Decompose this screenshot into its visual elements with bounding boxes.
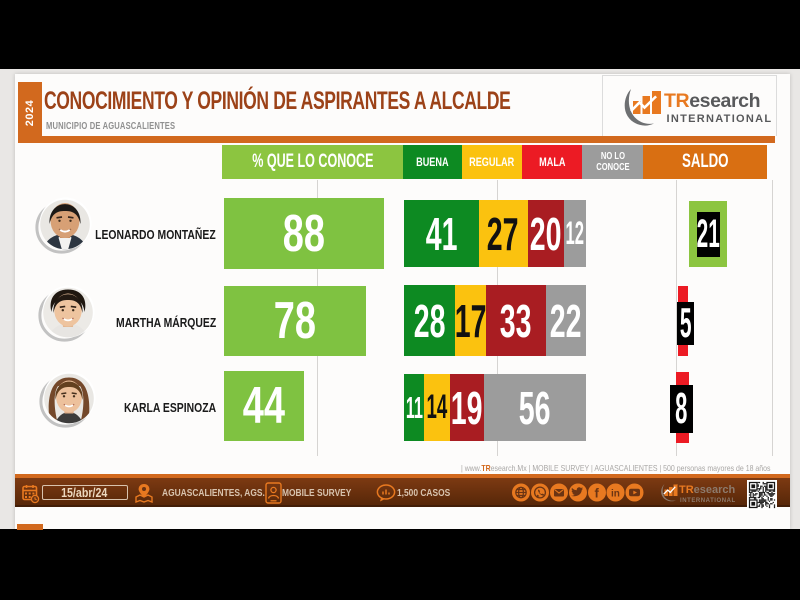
svg-text:TResearch: TResearch	[664, 90, 760, 112]
svg-text:TResearch: TResearch	[679, 484, 735, 496]
svg-text:INTERNATIONAL: INTERNATIONAL	[680, 498, 735, 504]
svg-text:in: in	[611, 489, 620, 500]
svg-text:INTERNATIONAL: INTERNATIONAL	[667, 113, 773, 125]
svg-text:f: f	[595, 486, 600, 501]
